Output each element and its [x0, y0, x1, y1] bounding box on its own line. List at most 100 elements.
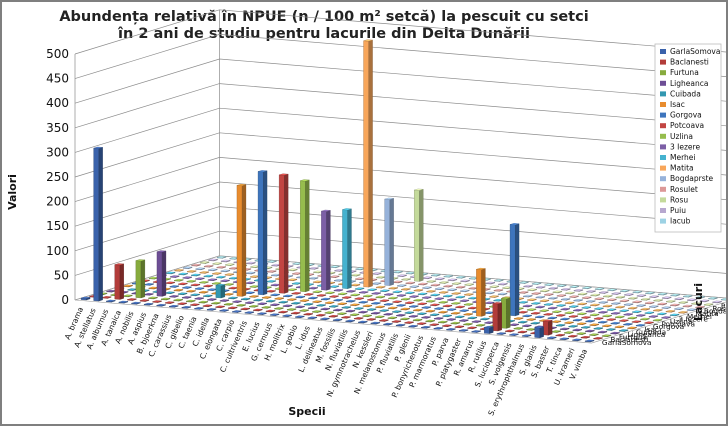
bar-matita-39	[665, 310, 676, 313]
y-tick-labels: 0 50 100 150 200 250 300 350 400 450 500	[46, 47, 69, 307]
bar-ligheanca-27	[446, 318, 456, 321]
z-tick-label-2: Rosu	[721, 301, 726, 310]
bar-merhei-21	[430, 293, 440, 297]
bar-furtuna-15	[286, 308, 297, 311]
bar-isac-9	[236, 184, 247, 297]
bar-puiu-13	[372, 272, 382, 275]
bar-puiu-28	[561, 288, 571, 291]
bar-furtuna-25	[412, 318, 423, 322]
bar-uzlina-15	[337, 292, 348, 296]
bar-rosu-36	[653, 299, 663, 302]
bar-cuibada-25	[429, 313, 440, 317]
z-tick-label-13: Ligheanca	[627, 330, 665, 339]
bar-potcoava-38	[619, 319, 629, 322]
bar-garlasomova-19	[320, 317, 330, 321]
bar-potcoava-18	[367, 298, 377, 301]
bar-isac-40	[627, 326, 637, 330]
bar-ligheanca-13	[270, 303, 280, 307]
bar-iacub-19	[456, 276, 466, 279]
bar-3-iezere-30	[535, 305, 545, 309]
bar-furtuna-8	[198, 300, 209, 304]
bar-uzlina-38	[627, 316, 638, 320]
bar-matita-15	[363, 39, 373, 288]
bar-3-iezere-37	[623, 313, 633, 316]
bar-ligheanca-36	[559, 327, 570, 331]
bar-3-iezere-26	[484, 301, 495, 305]
bar-ligheanca-37	[572, 328, 582, 332]
bar-potcoava-37	[606, 318, 616, 321]
bar-isac-6	[198, 290, 209, 294]
bar-ligheanca-24	[408, 315, 419, 318]
bar-garlasomova-28	[433, 327, 444, 330]
bar-3-iezere-17	[371, 292, 381, 295]
legend-swatch-10	[660, 155, 666, 160]
bar-bogdaprste-12	[334, 279, 344, 282]
grid-layer	[74, 9, 726, 344]
bar-uzlina-4	[199, 281, 209, 284]
bar-bogdaprste-28	[535, 295, 546, 299]
bar-baclanesti-9	[202, 304, 213, 308]
bar-puiu-26	[535, 285, 546, 289]
bar-iacub-37	[683, 294, 693, 298]
bar-potcoava-21	[404, 301, 415, 305]
bar-bogdaprste-18	[409, 285, 420, 288]
bar-gorgova-16	[333, 298, 343, 302]
bar-ligheanca-38	[585, 329, 595, 333]
bar-gorgova-15	[320, 297, 331, 301]
z-axis-title: Lacuri	[692, 283, 705, 321]
bar-merhei-14	[342, 208, 352, 289]
bar-furtuna-20	[349, 313, 360, 317]
bar-uzlina-2	[174, 278, 184, 282]
bar-rosu-2	[225, 263, 235, 266]
bar-puiu-25	[523, 284, 533, 288]
bar-ligheanca-8	[207, 298, 217, 301]
bar-rosu-0	[199, 261, 210, 264]
bar-puiu-34	[636, 294, 647, 297]
bar-isac-35	[564, 321, 574, 324]
bar-garlasomova-25	[395, 323, 406, 327]
bar-puiu-23	[498, 282, 508, 286]
y-tick-label-350: 350	[46, 121, 69, 135]
bar-matita-19	[413, 289, 424, 292]
bar-furtuna-29	[463, 322, 473, 326]
bar-uzlina-13	[312, 290, 323, 294]
bar-rosu-14	[376, 275, 386, 279]
bar-cuibada-20	[366, 308, 377, 311]
bar-ligheanca-15	[295, 305, 305, 309]
bar-baclanesti-14	[265, 309, 276, 313]
bar-uzlina-24	[451, 302, 461, 305]
bar-uzlina-12	[300, 179, 310, 293]
bar-gorgova-24	[434, 307, 444, 310]
bar-puiu-17	[422, 276, 432, 280]
bar-baclanesti-38	[568, 334, 578, 338]
bar-merhei-33	[581, 306, 592, 309]
legend-label-11: Matita	[670, 164, 694, 173]
bar-potcoava-23	[430, 303, 440, 307]
bar-baclanesti-21	[353, 317, 364, 320]
bar-cuibada-26	[442, 314, 452, 318]
bar-gorgova-10	[257, 170, 268, 296]
bar-puiu-3	[246, 261, 256, 265]
bar-isac-13	[287, 298, 297, 301]
bar-garlasomova-27	[421, 326, 431, 329]
legend-swatch-12	[660, 176, 666, 182]
bar-baclanesti-39	[580, 336, 591, 339]
bar-uzlina-8	[249, 285, 260, 288]
bar-ligheanca-9	[219, 299, 230, 302]
bar-rosu-27	[540, 289, 550, 293]
bar-baclanesti-33	[505, 329, 515, 333]
bar-ligheanca-18	[333, 308, 343, 312]
bar-matita-34	[602, 304, 613, 308]
bar-rosulet-16	[392, 280, 403, 284]
bar-ligheanca-3	[144, 293, 154, 296]
bar-matita-1	[186, 270, 197, 273]
bar-cuibada-4	[165, 291, 175, 295]
bar-rosulet-40	[695, 305, 705, 309]
bar-puiu-32	[611, 292, 621, 295]
bar-3-iezere-18	[384, 293, 394, 296]
bar-matita-32	[577, 302, 587, 306]
bar-gorgova-11	[270, 293, 280, 297]
bar-cuibada-24	[417, 312, 427, 316]
bar-matita-6	[249, 275, 260, 278]
